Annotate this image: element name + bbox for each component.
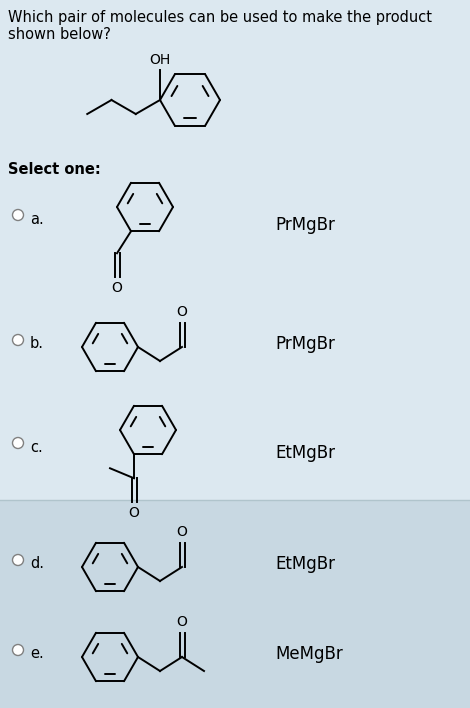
Bar	[0, 500, 470, 708]
Text: a.: a.	[30, 212, 44, 227]
Text: c.: c.	[30, 440, 43, 455]
Text: e.: e.	[30, 646, 44, 661]
Circle shape	[13, 554, 24, 566]
Text: O: O	[177, 615, 188, 629]
Text: EtMgBr: EtMgBr	[275, 555, 335, 573]
Text: d.: d.	[30, 556, 44, 571]
Text: O: O	[177, 305, 188, 319]
Text: EtMgBr: EtMgBr	[275, 444, 335, 462]
Circle shape	[13, 210, 24, 220]
Text: O: O	[177, 525, 188, 539]
Text: Which pair of molecules can be used to make the product shown below?: Which pair of molecules can be used to m…	[8, 10, 432, 42]
Text: b.: b.	[30, 336, 44, 351]
Text: MeMgBr: MeMgBr	[275, 645, 343, 663]
Circle shape	[13, 644, 24, 656]
Text: PrMgBr: PrMgBr	[275, 216, 335, 234]
Text: O: O	[111, 281, 123, 295]
Circle shape	[13, 334, 24, 346]
Text: OH: OH	[149, 53, 171, 67]
Circle shape	[13, 438, 24, 448]
Text: Select one:: Select one:	[8, 162, 101, 177]
Text: O: O	[129, 506, 140, 520]
Text: PrMgBr: PrMgBr	[275, 335, 335, 353]
